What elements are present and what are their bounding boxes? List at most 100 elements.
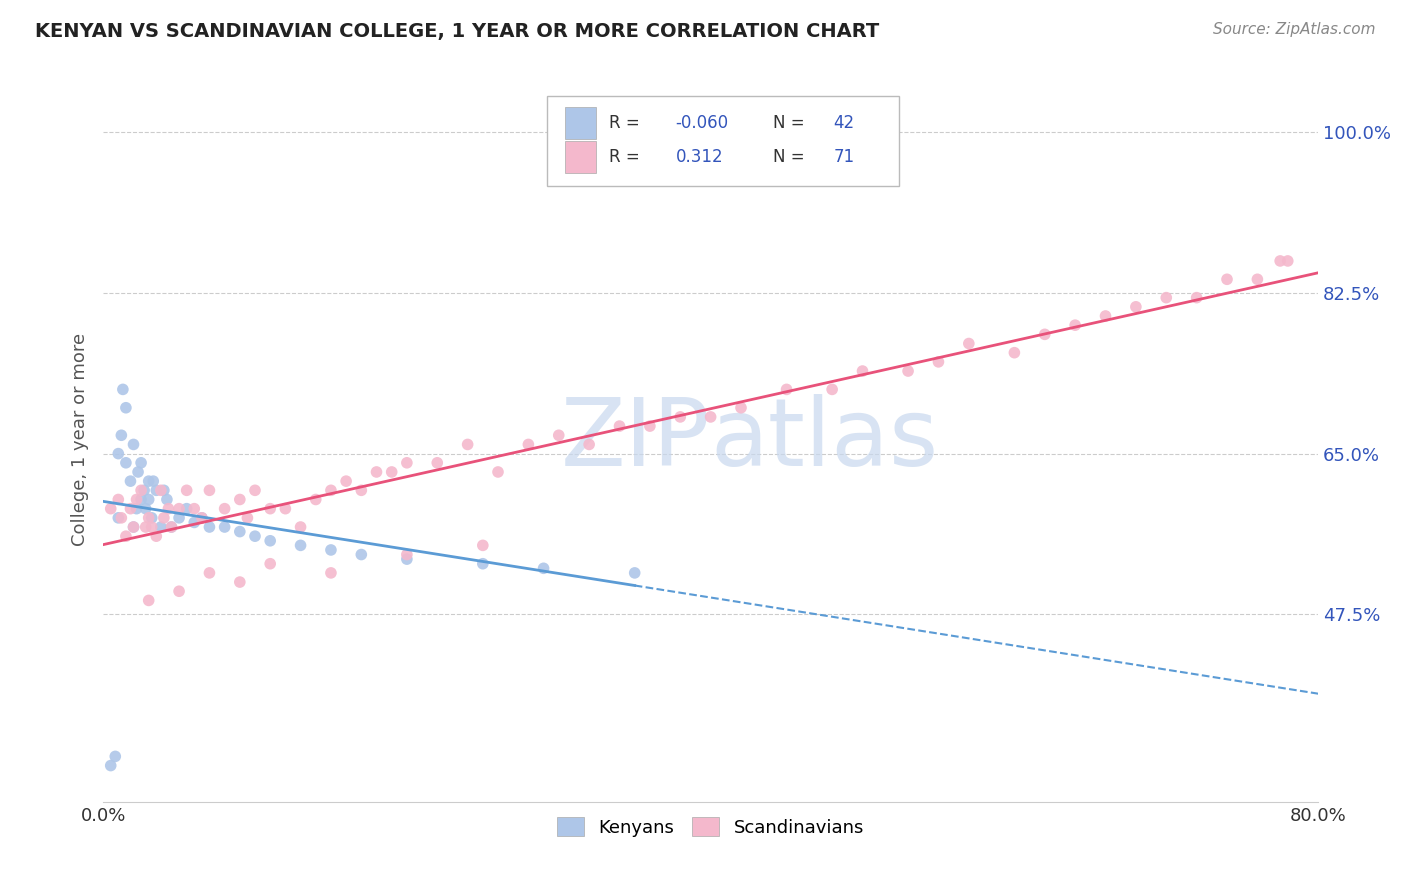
Point xyxy=(183,516,205,530)
Point xyxy=(533,561,555,575)
Point xyxy=(191,511,214,525)
Point xyxy=(1154,291,1177,305)
Point xyxy=(229,575,252,590)
Point xyxy=(305,492,328,507)
Point xyxy=(134,483,156,498)
Point xyxy=(1185,291,1208,305)
Point xyxy=(198,520,221,534)
Point xyxy=(517,437,540,451)
Point xyxy=(176,483,198,498)
Point xyxy=(120,501,142,516)
Point xyxy=(160,520,183,534)
Point xyxy=(927,355,949,369)
Point xyxy=(395,456,418,470)
Text: N =: N = xyxy=(773,114,804,132)
Text: -0.060: -0.060 xyxy=(675,114,728,132)
Point xyxy=(699,409,721,424)
Point xyxy=(198,483,221,498)
Point xyxy=(1094,309,1116,323)
Text: N =: N = xyxy=(773,148,804,166)
Point xyxy=(141,520,163,534)
Text: 42: 42 xyxy=(834,114,855,132)
Point xyxy=(274,501,297,516)
Point xyxy=(125,492,148,507)
Point xyxy=(122,520,145,534)
Y-axis label: College, 1 year or more: College, 1 year or more xyxy=(72,334,89,547)
Point xyxy=(547,428,569,442)
Point xyxy=(259,533,281,548)
Point xyxy=(160,520,183,534)
Point xyxy=(1002,345,1025,359)
Point xyxy=(138,593,160,607)
Point xyxy=(127,465,149,479)
Text: atlas: atlas xyxy=(710,394,939,486)
Point xyxy=(156,492,179,507)
Point xyxy=(145,529,167,543)
Point xyxy=(609,419,631,434)
Point xyxy=(457,437,479,451)
Point xyxy=(290,520,312,534)
Point xyxy=(426,456,449,470)
Point xyxy=(129,483,152,498)
Point xyxy=(1033,327,1056,342)
Text: 71: 71 xyxy=(834,148,855,166)
Point xyxy=(115,401,138,415)
Point xyxy=(183,501,205,516)
Point xyxy=(157,501,180,516)
Point xyxy=(167,511,190,525)
Point xyxy=(153,483,176,498)
Point xyxy=(1216,272,1239,286)
Point xyxy=(243,483,266,498)
Point xyxy=(214,501,236,516)
Point xyxy=(110,511,132,525)
Point xyxy=(138,492,160,507)
Point xyxy=(957,336,980,351)
Point xyxy=(775,383,797,397)
Point xyxy=(486,465,509,479)
Point xyxy=(669,409,692,424)
Point xyxy=(125,501,148,516)
Point xyxy=(1277,254,1299,268)
Point xyxy=(897,364,920,378)
Point xyxy=(107,447,129,461)
Text: R =: R = xyxy=(609,114,640,132)
Point xyxy=(730,401,752,415)
Point xyxy=(142,474,165,488)
Point xyxy=(100,501,122,516)
Legend: Kenyans, Scandinavians: Kenyans, Scandinavians xyxy=(550,810,872,844)
Point xyxy=(138,511,160,525)
Point xyxy=(198,566,221,580)
Point xyxy=(111,383,134,397)
Point xyxy=(350,548,373,562)
Point xyxy=(176,501,198,516)
Point xyxy=(129,492,152,507)
Point xyxy=(319,566,342,580)
Point xyxy=(259,501,281,516)
Point xyxy=(120,474,142,488)
Point xyxy=(214,520,236,534)
Point xyxy=(167,584,190,599)
Point xyxy=(229,524,252,539)
Point xyxy=(122,520,145,534)
Point xyxy=(578,437,600,451)
FancyBboxPatch shape xyxy=(565,107,596,139)
Text: ZIP: ZIP xyxy=(561,394,710,486)
Point xyxy=(1246,272,1268,286)
Text: KENYAN VS SCANDINAVIAN COLLEGE, 1 YEAR OR MORE CORRELATION CHART: KENYAN VS SCANDINAVIAN COLLEGE, 1 YEAR O… xyxy=(35,22,879,41)
Point xyxy=(236,511,259,525)
FancyBboxPatch shape xyxy=(547,95,898,186)
Text: 0.312: 0.312 xyxy=(675,148,723,166)
Point xyxy=(100,758,122,772)
Point xyxy=(110,428,132,442)
Point xyxy=(104,749,127,764)
Point xyxy=(141,511,163,525)
Point xyxy=(290,538,312,552)
Point xyxy=(149,483,172,498)
Point xyxy=(350,483,373,498)
Point xyxy=(1125,300,1147,314)
Point xyxy=(149,520,172,534)
Point xyxy=(471,557,494,571)
Point xyxy=(395,548,418,562)
Point xyxy=(319,543,342,558)
Point xyxy=(145,483,167,498)
